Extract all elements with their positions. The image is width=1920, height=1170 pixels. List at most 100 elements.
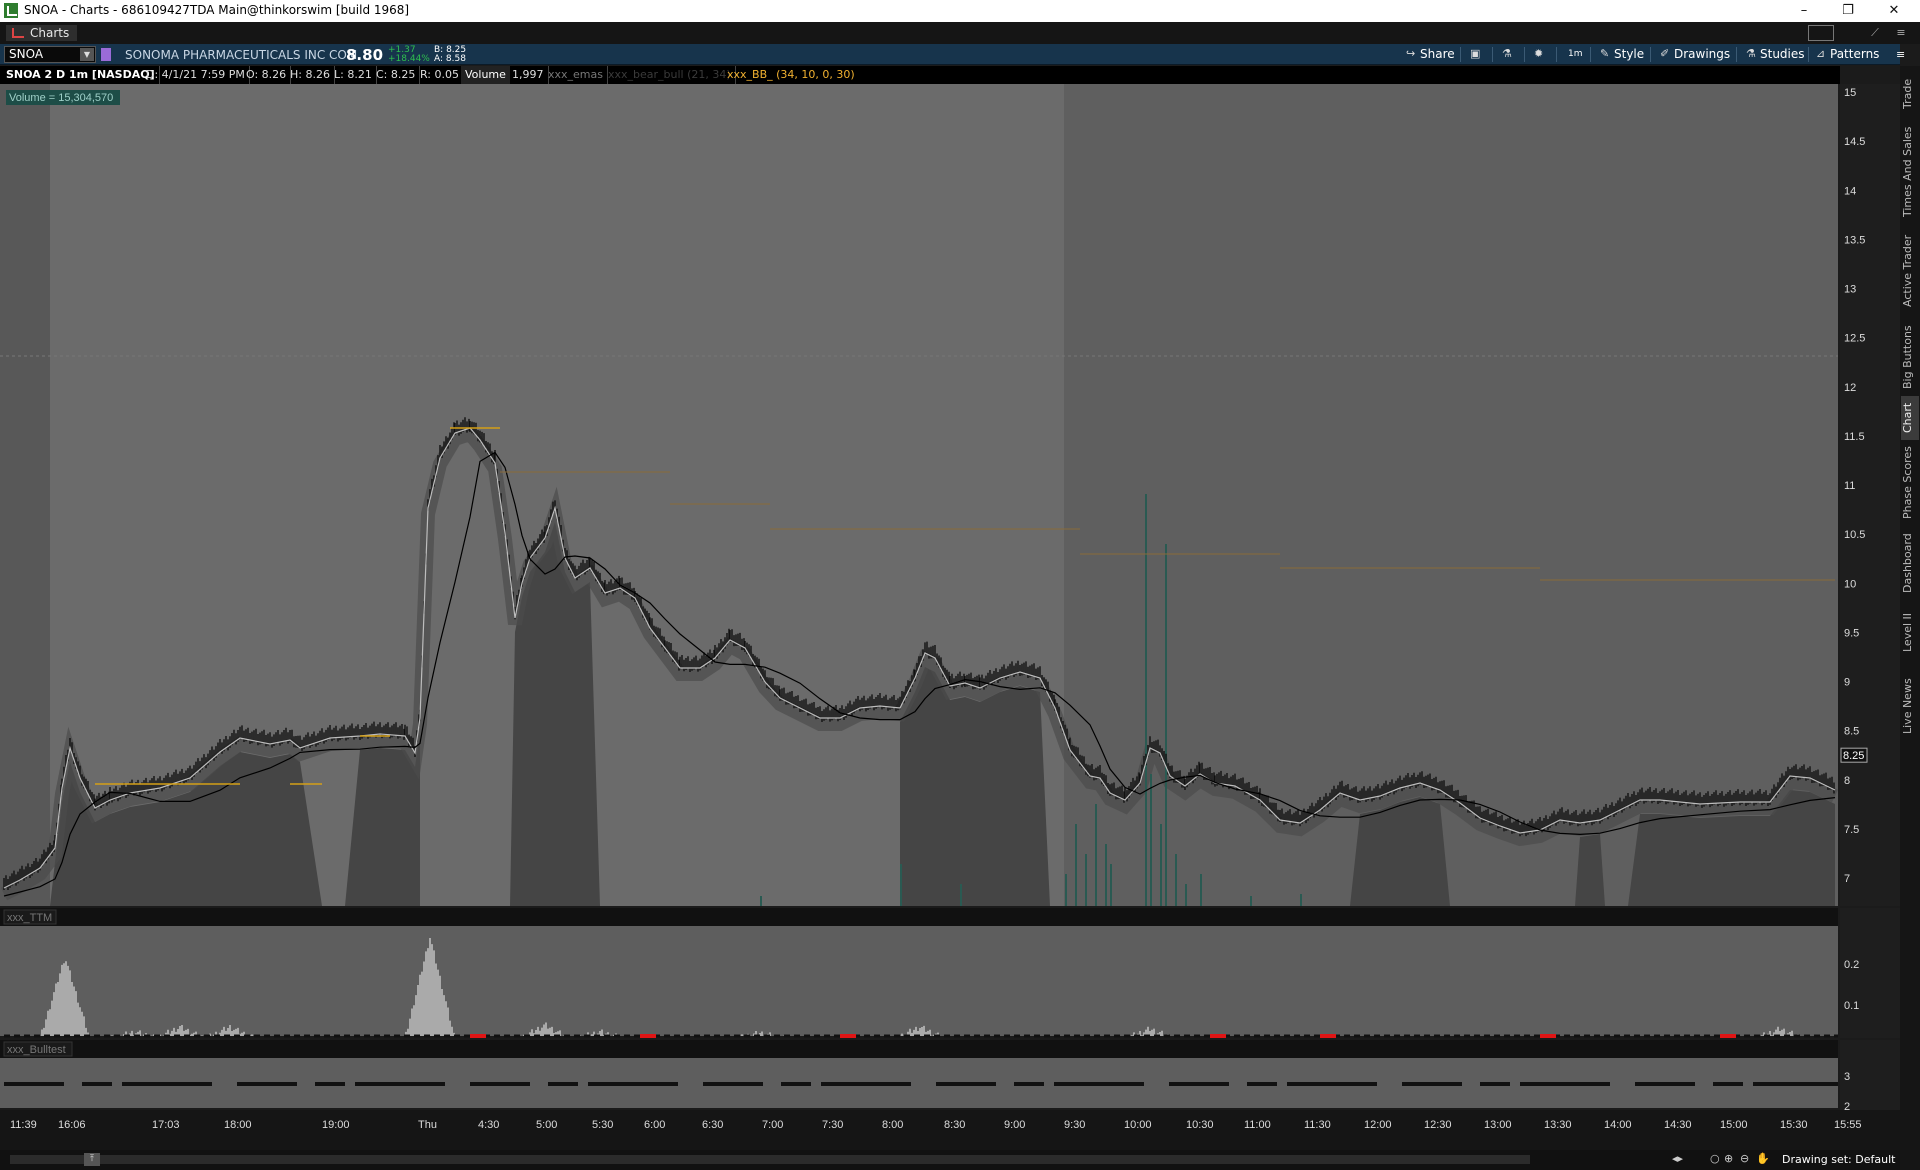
- tab-charts[interactable]: Charts: [6, 25, 78, 41]
- price-axis-label: 10: [1844, 578, 1856, 590]
- rail-tab-active-trader[interactable]: Active Trader: [1901, 234, 1914, 308]
- rail-tab-live-news[interactable]: Live News: [1901, 678, 1914, 734]
- rail-tab-dashboard[interactable]: Dashboard: [1901, 533, 1914, 593]
- separator: [1556, 47, 1557, 62]
- volume-bar: [1105, 844, 1107, 906]
- time-axis-label: 8:30: [944, 1119, 965, 1131]
- volume-label[interactable]: Volume: [461, 66, 510, 84]
- study-bb[interactable]: xxx_BB_ (34, 10, 0, 30): [727, 68, 855, 81]
- ttm-bear-signal: [840, 1034, 856, 1038]
- separator: [1736, 47, 1737, 62]
- chevron-down-icon[interactable]: ▼: [80, 48, 94, 61]
- share-button[interactable]: ↪ Share: [1404, 46, 1455, 63]
- volume-bar: [1145, 494, 1147, 906]
- time-axis-label: 19:00: [322, 1119, 350, 1131]
- studies-flask-icon: ⚗: [1746, 47, 1756, 60]
- ttm-label-box: [3, 909, 57, 925]
- minimize-button[interactable]: –: [1800, 3, 1808, 18]
- menu-icon[interactable]: ≡: [1896, 26, 1906, 39]
- time-axis-label: 12:30: [1424, 1119, 1452, 1131]
- ttm-axis-label: 0.2: [1844, 959, 1859, 971]
- time-axis-label: 12:00: [1364, 1119, 1392, 1131]
- right-rail: Trade Times And Sales Active Trader Big …: [1900, 66, 1920, 1170]
- time-axis-label: 14:30: [1664, 1119, 1692, 1131]
- time-axis-label: 13:00: [1484, 1119, 1512, 1131]
- rail-tab-times-and-sales[interactable]: Times And Sales: [1901, 126, 1914, 218]
- ttm-header: [0, 908, 1838, 926]
- chart-svg[interactable]: Volume = 15,304,570 1514.51413.51312.5121…: [0, 84, 1900, 1150]
- drawings-button[interactable]: ✐ Drawings: [1658, 46, 1730, 63]
- bulltest-axis-bg: [1840, 1040, 1900, 1110]
- volume-bar: [1065, 874, 1067, 906]
- volume-bubble: Volume = 15,304,570: [6, 90, 120, 105]
- close-button[interactable]: ✕: [1888, 3, 1900, 18]
- bottom-bar: ⤒ ◂▸ ○ ⊕ ⊖ ✋ Drawing set: Default: [0, 1150, 1900, 1170]
- drawing-set-label: Drawing set: Default: [1782, 1153, 1896, 1166]
- time-axis-label: 18:00: [224, 1119, 252, 1131]
- rail-tab-phase-scores[interactable]: Phase Scores: [1901, 446, 1914, 520]
- bid-ask: B: 8.25 A: 8.58: [434, 46, 466, 64]
- study-bear-bull[interactable]: xxx_bear_bull (21, 34): [608, 66, 736, 84]
- time-axis-label: 11:39: [10, 1119, 37, 1131]
- price-axis-label: 13: [1844, 284, 1856, 296]
- volume-bar: [1160, 824, 1162, 906]
- style-label: Style: [1614, 47, 1645, 61]
- symbol-input[interactable]: SNOA ▼: [4, 46, 96, 63]
- last-price: 8.80: [346, 46, 384, 64]
- settings-button[interactable]: ✹: [1532, 46, 1546, 63]
- time-axis-label: 7:00: [762, 1119, 783, 1131]
- change-value: +1.37: [388, 45, 416, 55]
- scroll-thumb[interactable]: ⤒: [84, 1153, 100, 1166]
- link-icon[interactable]: ⟋: [1871, 26, 1879, 39]
- bulltest-axis-label: 3: [1844, 1071, 1850, 1083]
- zoom-out-icon[interactable]: ⊖: [1740, 1152, 1750, 1165]
- price-axis-label: 15: [1844, 87, 1856, 99]
- patterns-button[interactable]: ⊿ Patterns: [1814, 46, 1879, 63]
- price-change: +1.37 +18.44%: [388, 46, 430, 64]
- chart-area[interactable]: Volume = 15,304,570 15 14.5 14 13.5 13 12.5 12 1…: [0, 84, 1900, 1160]
- time-axis-label: 10:00: [1124, 1119, 1152, 1131]
- ttm-bear-signal: [1210, 1034, 1226, 1038]
- volume-bar: [1175, 854, 1177, 906]
- time-scrollbar[interactable]: [10, 1155, 1530, 1164]
- snapshot-button[interactable]: ▣: [1468, 46, 1482, 63]
- expand-icon[interactable]: ◂▸: [1672, 1152, 1684, 1165]
- study-emas[interactable]: xxx_emas: [548, 66, 608, 84]
- flask-button[interactable]: ⚗: [1500, 46, 1514, 63]
- ttm-bear-signal: [1320, 1034, 1336, 1038]
- zoom-in-icon[interactable]: ⊕: [1724, 1152, 1734, 1165]
- rail-tab-big-buttons[interactable]: Big Buttons: [1901, 325, 1914, 389]
- studies-button[interactable]: ⚗ Studies: [1744, 46, 1805, 63]
- trend-zone-1: [345, 732, 420, 906]
- price-axis-label: 7.5: [1844, 824, 1859, 836]
- time-axis-label: Thu: [418, 1119, 437, 1131]
- layout-box-icon[interactable]: [1808, 25, 1834, 41]
- price-axis-label: 14: [1844, 185, 1856, 197]
- rail-tab-level-ii[interactable]: Level II: [1901, 612, 1914, 652]
- time-axis-label: 14:00: [1604, 1119, 1632, 1131]
- brush-icon: ✎: [1600, 47, 1610, 60]
- bar-open: O: 8.26: [246, 66, 292, 84]
- restore-button[interactable]: ❐: [1842, 3, 1854, 18]
- separator: [1650, 47, 1651, 62]
- trend-zone-2: [510, 522, 600, 906]
- camera-icon: ▣: [1470, 47, 1481, 60]
- style-button[interactable]: ✎ Style: [1598, 46, 1644, 63]
- price-axis-label: 7: [1844, 873, 1850, 885]
- link-color-icon[interactable]: [101, 48, 111, 61]
- price-axis-label: 12.5: [1844, 333, 1865, 345]
- trend-zone-0: [50, 752, 322, 906]
- bar-range: R: 0.05: [420, 66, 464, 84]
- time-axis-label: 11:00: [1244, 1119, 1271, 1131]
- rail-tab-chart[interactable]: Chart: [1901, 396, 1919, 440]
- ema-fast-line: [3, 427, 1836, 889]
- rail-tab-trade[interactable]: Trade: [1901, 78, 1914, 110]
- toolbar-menu-icon[interactable]: ≡: [1896, 48, 1906, 61]
- hand-icon[interactable]: ✋: [1756, 1152, 1770, 1165]
- reset-icon[interactable]: ○: [1710, 1152, 1720, 1165]
- volume-bar: [1150, 774, 1152, 906]
- aggregation-button[interactable]: 1m: [1564, 46, 1583, 63]
- price-axis-label: 14.5: [1844, 136, 1865, 148]
- time-axis-label: 8:00: [882, 1119, 903, 1131]
- volume-bubble-bg: [6, 90, 120, 105]
